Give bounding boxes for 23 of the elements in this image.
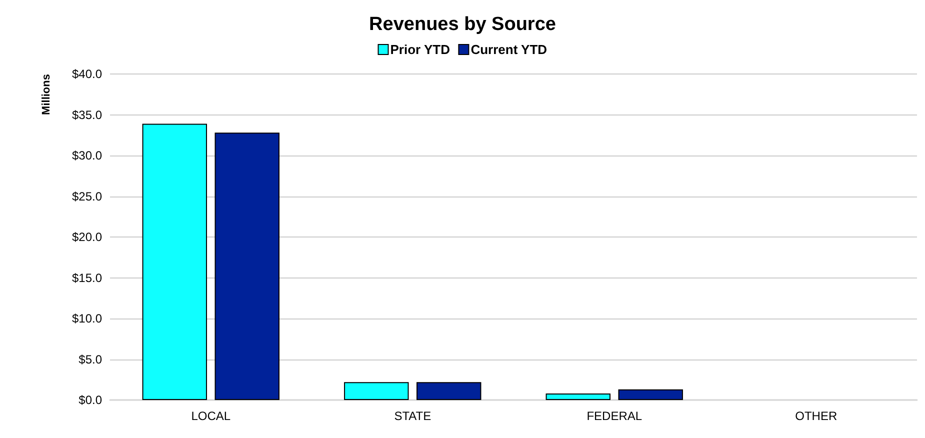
bar [344,382,409,400]
bar [546,393,610,400]
chart-title: Revenues by Source [369,14,556,35]
legend-label: Current YTD [470,42,548,57]
y-tick-label: $15.0 [72,270,102,285]
x-tick-label: FEDERAL [586,409,642,423]
bar [416,382,482,400]
y-tick-label: $30.0 [72,148,102,162]
y-tick-label: $40.0 [72,67,102,81]
bar [618,389,683,400]
x-tick-label: STATE [394,409,432,423]
y-tick-label: $20.0 [72,230,102,244]
y-axis-title: Millions [40,74,52,115]
y-tick-label: $35.0 [72,108,102,122]
legend-label: Prior YTD [390,42,450,57]
y-tick-label: $25.0 [72,189,102,204]
y-tick-label: $5.0 [78,352,102,366]
bar [142,124,207,400]
y-tick-label: $10.0 [72,312,102,326]
x-tick-label: LOCAL [191,409,231,423]
bar [214,132,280,400]
x-tick-label: OTHER [795,409,838,423]
y-tick-label: $0.0 [78,393,102,407]
